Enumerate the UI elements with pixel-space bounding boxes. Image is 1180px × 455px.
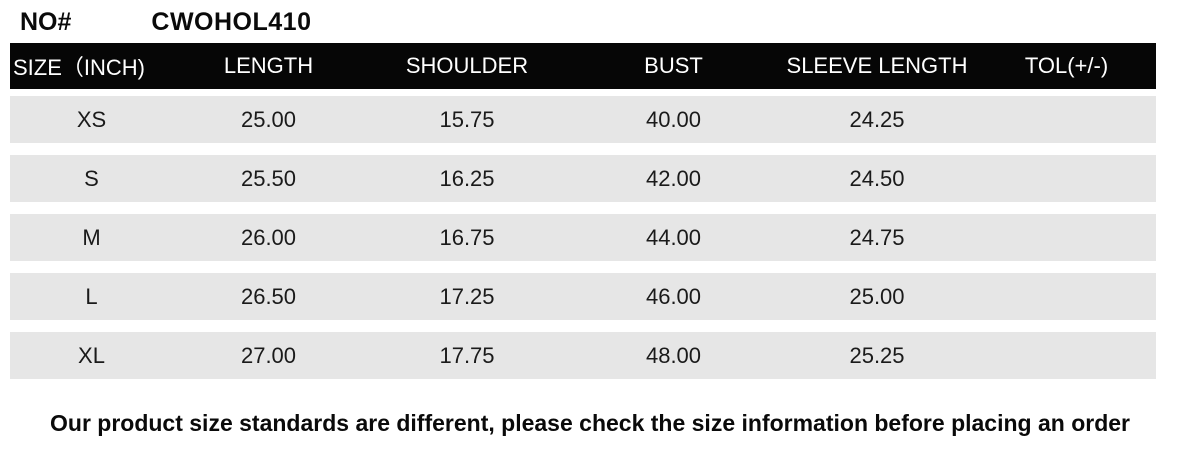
- cell-size: XL: [78, 342, 105, 368]
- cell-sleeve-length: 24.75: [849, 224, 905, 250]
- cell-size: XS: [76, 106, 107, 132]
- cell-shoulder: 17.25: [439, 283, 495, 309]
- cell-bust: 42.00: [645, 165, 702, 191]
- header-cell-length: LENGTH: [223, 53, 314, 78]
- cell-length: 27.00: [240, 342, 297, 368]
- header-cell-bust: BUST: [644, 53, 703, 78]
- header-cell-sleeve-length: SLEEVE LENGTH: [786, 53, 968, 78]
- table-row-xs: XS 25.00 15.75 40.00 24.25: [10, 96, 1156, 143]
- cell-shoulder: 15.75: [439, 106, 495, 132]
- cell-bust: 48.00: [645, 342, 702, 368]
- cell-length: 25.00: [240, 106, 297, 132]
- size-disclaimer-note: Our product size standards are different…: [50, 410, 1130, 436]
- cell-length: 25.50: [240, 165, 297, 191]
- cell-shoulder: 16.25: [439, 165, 495, 191]
- header-cell-shoulder: SHOULDER: [405, 53, 529, 78]
- cell-size: L: [85, 283, 98, 309]
- cell-length: 26.00: [240, 224, 297, 250]
- header-cell-tol: TOL(+/-): [1024, 53, 1109, 78]
- cell-shoulder: 17.75: [439, 342, 495, 368]
- cell-shoulder: 16.75: [439, 224, 495, 250]
- table-row-m: M 26.00 16.75 44.00 24.75: [10, 214, 1156, 261]
- cell-length: 26.50: [240, 283, 297, 309]
- cell-sleeve-length: 25.25: [849, 342, 905, 368]
- cell-size: M: [82, 224, 101, 250]
- cell-bust: 44.00: [645, 224, 702, 250]
- cell-sleeve-length: 25.00: [849, 283, 905, 309]
- product-no-line: NO# CWOHOL410: [0, 0, 1180, 38]
- table-row-xl: XL 27.00 17.75 48.00 25.25: [10, 332, 1156, 379]
- cell-sleeve-length: 24.50: [849, 165, 905, 191]
- header-cell-size: SIZE（INCH): [13, 55, 146, 80]
- cell-sleeve-length: 24.25: [849, 106, 905, 132]
- product-no-value: CWOHOL410: [151, 8, 312, 36]
- cell-bust: 40.00: [645, 106, 702, 132]
- table-row-l: L 26.50 17.25 46.00 25.00: [10, 273, 1156, 320]
- product-no-label: NO#: [20, 8, 72, 36]
- cell-bust: 46.00: [645, 283, 702, 309]
- table-header-row: SIZE（INCH) LENGTH SHOULDER BUST SLEEVE L…: [10, 43, 1156, 89]
- table-row-s: S 25.50 16.25 42.00 24.50: [10, 155, 1156, 202]
- size-table: SIZE（INCH) LENGTH SHOULDER BUST SLEEVE L…: [10, 43, 1156, 379]
- cell-size: S: [84, 165, 99, 191]
